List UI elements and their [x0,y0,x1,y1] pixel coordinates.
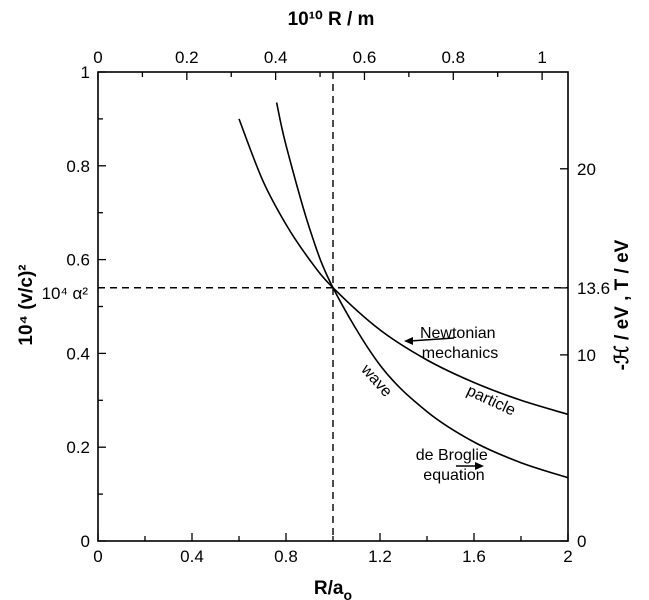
top-x-axis-title: 10¹⁰ R / m [288,9,375,30]
top-x-tick-label: 0.2 [175,48,199,67]
particle-label: particle [464,382,518,419]
y-tick-label: 0.4 [66,344,90,363]
y-tick-label: 0.8 [66,157,90,176]
series-curves [238,102,569,479]
right-y-tick-label: 13.6 [577,279,610,298]
y-tick-label: 0 [81,532,90,551]
x-tick-label: 0 [93,547,102,566]
arrow-debroglie [456,462,484,470]
x-tick-label: 0.8 [274,547,298,566]
y-tick-label: 0.2 [66,438,90,457]
top-x-tick-label: 1 [537,48,546,67]
tick-marks [97,71,569,542]
alpha-squared-label: 10⁴ α² [42,284,89,303]
arrow-newtonian [404,337,455,345]
y-tick-label: 1 [81,63,90,82]
x-tick-label: 1.6 [462,547,486,566]
top-x-tick-label: 0.4 [264,48,288,67]
y-tick-label: 0.6 [66,251,90,270]
wave-label: wave [357,361,395,401]
x-tick-label: 1.2 [368,547,392,566]
y-axis-title: 10⁴ (v/c)² [16,264,37,345]
x-tick-label: 2 [563,547,572,566]
top-x-tick-label: 0 [93,48,102,67]
reference-lines [98,72,568,541]
right-y-tick-label: 0 [577,532,586,551]
debroglie-label: de Broglie equation [416,447,493,484]
tick-labels: 0 0.4 0.8 1.2 1.6 200.20.40.60.810 0.2 0.4 0.6 0.… [66,48,610,566]
newtonian-particle-curve [238,118,569,416]
x-tick-label: 0.4 [180,547,204,566]
top-x-tick-label: 0.6 [353,48,377,67]
de-broglie-wave-curve [275,102,569,479]
right-y-axis-title: -ℋ / eV , T / eV [612,239,633,370]
right-y-tick-label: 10 [577,346,596,365]
top-x-tick-label: 0.8 [441,48,465,67]
newtonian-label: Newtonian mechanics [420,325,500,362]
x-axis-title: R/ao [314,578,352,600]
right-y-tick-label: 20 [577,160,596,179]
